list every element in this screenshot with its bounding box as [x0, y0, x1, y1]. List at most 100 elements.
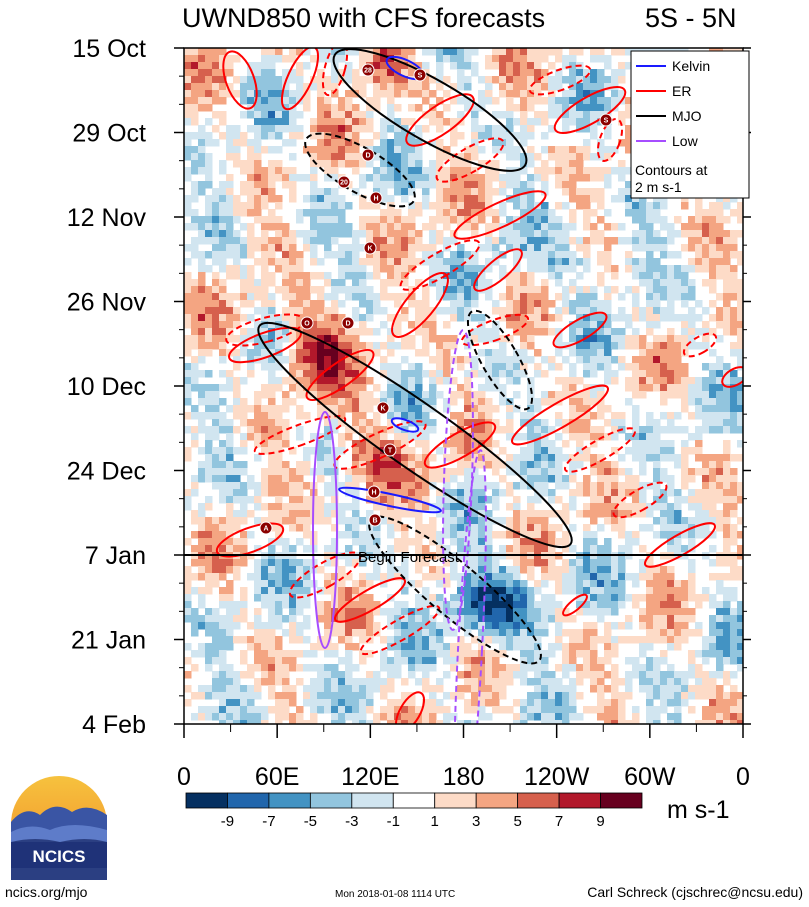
heatmap-cell — [394, 146, 402, 154]
heatmap-cell — [639, 573, 647, 581]
heatmap-cell — [639, 209, 647, 217]
heatmap-cell — [219, 167, 227, 175]
heatmap-cell — [513, 531, 521, 539]
heatmap-cell — [387, 412, 395, 420]
heatmap-cell — [303, 412, 311, 420]
heatmap-cell — [548, 356, 556, 364]
heatmap-cell — [240, 286, 248, 294]
heatmap-cell — [317, 377, 325, 385]
heatmap-cell — [401, 244, 409, 252]
heatmap-cell — [555, 69, 563, 77]
heatmap-cell — [226, 440, 234, 448]
heatmap-cell — [422, 468, 430, 476]
heatmap-cell — [345, 90, 353, 98]
heatmap-cell — [660, 566, 668, 574]
heatmap-cell — [506, 573, 514, 581]
heatmap-cell — [709, 594, 717, 602]
heatmap-cell — [723, 510, 731, 518]
heatmap-cell — [723, 258, 731, 266]
heatmap-cell — [289, 384, 297, 392]
heatmap-cell — [464, 447, 472, 455]
heatmap-cell — [471, 146, 479, 154]
heatmap-cell — [681, 335, 689, 343]
heatmap-cell — [709, 209, 717, 217]
heatmap-cell — [478, 503, 486, 511]
heatmap-cell — [576, 307, 584, 315]
heatmap-cell — [618, 335, 626, 343]
heatmap-cell — [198, 510, 206, 518]
heatmap-cell — [513, 118, 521, 126]
heatmap-cell — [331, 545, 339, 553]
heatmap-cell — [520, 559, 528, 567]
heatmap-cell — [359, 265, 367, 273]
heatmap-cell — [464, 188, 472, 196]
heatmap-cell — [730, 384, 738, 392]
heatmap-cell — [359, 594, 367, 602]
heatmap-cell — [653, 426, 661, 434]
heatmap-cell — [597, 48, 605, 56]
heatmap-cell — [632, 391, 640, 399]
heatmap-cell — [247, 433, 255, 441]
heatmap-cell — [408, 321, 416, 329]
heatmap-cell — [464, 405, 472, 413]
heatmap-cell — [471, 272, 479, 280]
heatmap-cell — [527, 545, 535, 553]
heatmap-cell — [450, 272, 458, 280]
heatmap-cell — [604, 153, 612, 161]
heatmap-cell — [555, 573, 563, 581]
heatmap-cell — [443, 398, 451, 406]
heatmap-cell — [310, 146, 318, 154]
heatmap-cell — [499, 566, 507, 574]
heatmap-cell — [345, 153, 353, 161]
heatmap-cell — [660, 622, 668, 630]
heatmap-cell — [653, 363, 661, 371]
heatmap-cell — [527, 237, 535, 245]
heatmap-cell — [275, 468, 283, 476]
heatmap-cell — [534, 433, 542, 441]
heatmap-cell — [373, 90, 381, 98]
heatmap-cell — [604, 293, 612, 301]
heatmap-cell — [331, 230, 339, 238]
heatmap-cell — [688, 412, 696, 420]
heatmap-cell — [639, 377, 647, 385]
heatmap-cell — [184, 195, 192, 203]
heatmap-cell — [450, 615, 458, 623]
heatmap-cell — [555, 433, 563, 441]
heatmap-cell — [359, 426, 367, 434]
heatmap-cell — [471, 461, 479, 469]
heatmap-cell — [198, 251, 206, 259]
heatmap-cell — [366, 391, 374, 399]
heatmap-cell — [324, 328, 332, 336]
heatmap-cell — [590, 454, 598, 462]
heatmap-cell — [723, 545, 731, 553]
heatmap-cell — [499, 447, 507, 455]
heatmap-cell — [282, 615, 290, 623]
heatmap-cell — [261, 587, 269, 595]
heatmap-cell — [457, 251, 465, 259]
heatmap-cell — [282, 307, 290, 315]
heatmap-cell — [723, 265, 731, 273]
heatmap-cell — [254, 195, 262, 203]
heatmap-cell — [212, 384, 220, 392]
heatmap-cell — [639, 272, 647, 280]
heatmap-cell — [716, 622, 724, 630]
heatmap-cell — [198, 517, 206, 525]
heatmap-cell — [604, 587, 612, 595]
heatmap-cell — [219, 132, 227, 140]
heatmap-cell — [373, 573, 381, 581]
heatmap-cell — [247, 349, 255, 357]
heatmap-cell — [639, 615, 647, 623]
heatmap-cell — [205, 545, 213, 553]
heatmap-cell — [625, 433, 633, 441]
heatmap-cell — [660, 202, 668, 210]
heatmap-cell — [457, 55, 465, 63]
heatmap-cell — [331, 279, 339, 287]
heatmap-cell — [562, 545, 570, 553]
heatmap-cell — [597, 174, 605, 182]
heatmap-cell — [513, 580, 521, 588]
heatmap-cell — [618, 482, 626, 490]
heatmap-cell — [282, 426, 290, 434]
heatmap-cell — [233, 545, 241, 553]
heatmap-cell — [569, 209, 577, 217]
heatmap-cell — [219, 188, 227, 196]
